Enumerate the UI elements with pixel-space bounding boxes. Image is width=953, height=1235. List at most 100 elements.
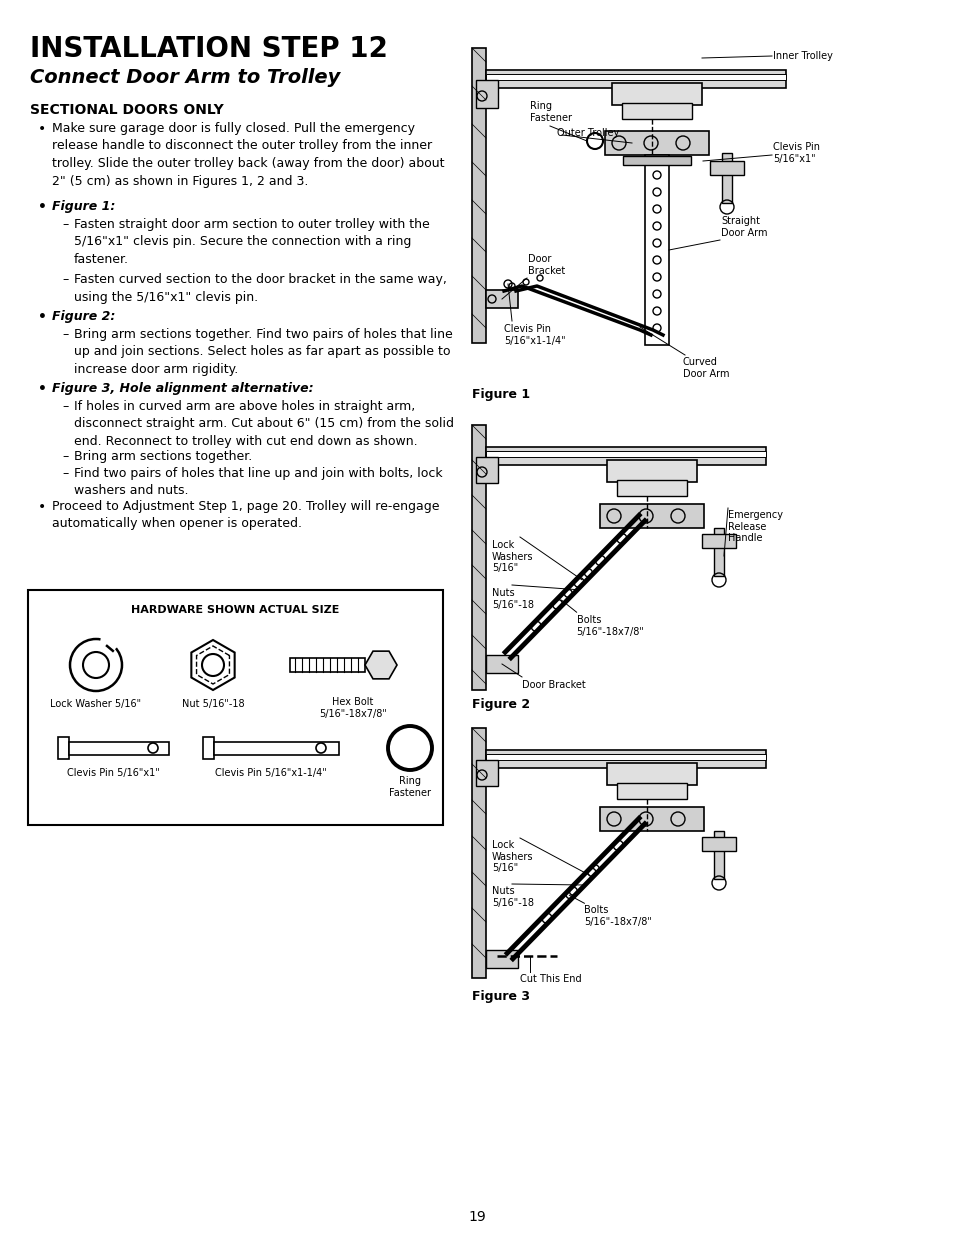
Bar [28,590,442,825]
Text: •: • [38,382,47,396]
Bar [476,760,497,785]
Text: Door
Bracket: Door Bracket [527,254,565,275]
Bar [290,658,365,672]
Text: Bolts
5/16"-18x7/8": Bolts 5/16"-18x7/8" [576,615,644,637]
Bar [713,529,723,576]
Bar [721,153,731,203]
Bar [622,156,690,165]
Circle shape [595,556,605,566]
Circle shape [587,868,596,877]
Text: –: – [62,467,69,480]
Text: Straight
Door Arm: Straight Door Arm [720,216,767,238]
Text: Door Bracket: Door Bracket [521,680,585,690]
Text: Nuts
5/16"-18: Nuts 5/16"-18 [492,885,534,908]
Text: Ring
Fastener: Ring Fastener [389,776,431,798]
Bar [476,457,497,483]
Text: Clevis Pin
5/16"x1": Clevis Pin 5/16"x1" [772,142,820,164]
Bar [485,451,765,457]
Text: Bolts
5/16"-18x7/8": Bolts 5/16"-18x7/8" [584,905,652,926]
Text: Curved
Door Arm: Curved Door Arm [682,357,729,379]
Bar [621,103,691,119]
Bar [701,534,735,548]
Text: Ring
Fastener: Ring Fastener [530,101,572,124]
Text: Inner Trolley: Inner Trolley [772,51,832,61]
Text: Emergency
Release
Handle: Emergency Release Handle [727,510,782,543]
Text: Outer Trolley: Outer Trolley [557,128,618,138]
Bar [713,831,723,879]
Circle shape [569,887,577,895]
Circle shape [564,589,572,598]
Bar [617,783,686,799]
Text: Clevis Pin
5/16"x1-1/4": Clevis Pin 5/16"x1-1/4" [503,324,565,346]
Bar [472,727,485,978]
Text: Figure 3, Hole alignment alternative:: Figure 3, Hole alignment alternative: [52,382,314,395]
Circle shape [531,621,540,631]
Bar [485,655,517,673]
Text: Fasten curved section to the door bracket in the same way,
using the 5/16"x1" cl: Fasten curved section to the door bracke… [74,273,446,304]
Bar [58,737,69,760]
Text: Figure 1:: Figure 1: [52,200,115,212]
Bar [617,480,686,496]
Bar [599,806,703,831]
Text: Find two pairs of holes that line up and join with bolts, lock
washers and nuts.: Find two pairs of holes that line up and… [74,467,442,498]
Text: Connect Door Arm to Trolley: Connect Door Arm to Trolley [30,68,340,86]
Bar [701,837,735,851]
Circle shape [541,913,552,924]
Bar [485,950,517,968]
Bar [606,459,697,482]
Circle shape [584,569,592,577]
Bar [472,425,485,690]
Text: Figure 2:: Figure 2: [52,310,115,324]
Bar [644,156,668,345]
Bar [213,741,338,755]
Text: Figure 2: Figure 2 [472,698,530,711]
Circle shape [613,840,622,851]
Text: –: – [62,219,69,231]
Bar [203,737,213,760]
Text: •: • [38,310,47,324]
Bar [606,763,697,785]
Text: Nut 5/16"-18: Nut 5/16"-18 [181,699,244,709]
Circle shape [565,889,575,899]
Bar [485,750,765,768]
Bar [485,70,785,88]
Text: HARDWARE SHOWN ACTUAL SIZE: HARDWARE SHOWN ACTUAL SIZE [132,605,339,615]
Polygon shape [365,651,396,679]
Circle shape [552,599,562,609]
Bar [69,741,169,755]
Bar [472,48,485,343]
Text: –: – [62,400,69,412]
Bar [485,290,517,308]
Bar [485,447,765,466]
Text: Clevis Pin 5/16"x1": Clevis Pin 5/16"x1" [67,768,160,778]
Bar [485,74,785,80]
Text: –: – [62,329,69,341]
Text: Proceed to Adjustment Step 1, page 20. Trolley will re-engage
automatically when: Proceed to Adjustment Step 1, page 20. T… [52,500,439,531]
Text: If holes in curved arm are above holes in straight arm,
disconnect straight arm.: If holes in curved arm are above holes i… [74,400,454,448]
Circle shape [574,578,583,588]
Text: •: • [38,500,46,514]
Text: Figure 3: Figure 3 [472,990,530,1003]
Text: •: • [38,122,46,136]
Text: Figure 1: Figure 1 [472,388,530,401]
Text: Hex Bolt
5/16"-18x7/8": Hex Bolt 5/16"-18x7/8" [318,697,387,719]
Circle shape [589,864,598,874]
Text: Bring arm sections together. Find two pairs of holes that line
up and join secti: Bring arm sections together. Find two pa… [74,329,453,375]
Text: 19: 19 [468,1210,485,1224]
Text: Make sure garage door is fully closed. Pull the emergency
release handle to disc: Make sure garage door is fully closed. P… [52,122,444,188]
Bar [612,83,701,105]
Text: Lock
Washers
5/16": Lock Washers 5/16" [492,540,533,573]
Circle shape [617,534,626,543]
Text: Cut This End: Cut This End [519,974,581,984]
Bar [485,755,765,760]
Text: –: – [62,273,69,287]
Text: Bring arm sections together.: Bring arm sections together. [74,450,252,463]
Text: •: • [38,200,47,214]
Text: INSTALLATION STEP 12: INSTALLATION STEP 12 [30,35,388,63]
Text: SECTIONAL DOORS ONLY: SECTIONAL DOORS ONLY [30,103,224,117]
Bar [709,161,743,175]
Text: Clevis Pin 5/16"x1-1/4": Clevis Pin 5/16"x1-1/4" [214,768,327,778]
Bar [476,80,497,107]
Text: –: – [62,450,69,463]
Text: Lock Washer 5/16": Lock Washer 5/16" [51,699,141,709]
